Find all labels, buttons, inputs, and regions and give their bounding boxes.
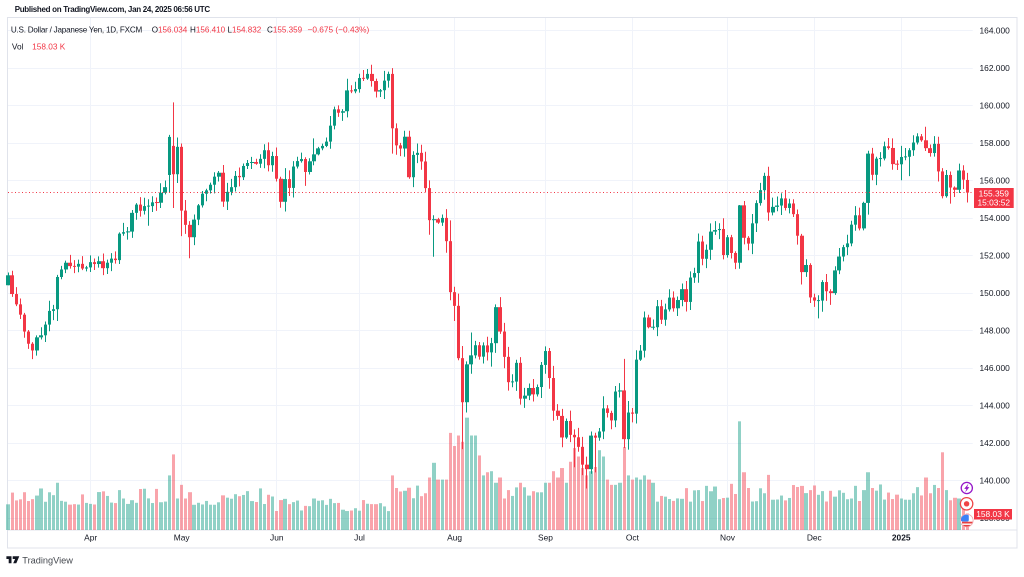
svg-text:15:03:52: 15:03:52 — [977, 198, 1010, 208]
svg-text:L154.832: L154.832 — [228, 25, 262, 34]
svg-text:H156.410: H156.410 — [190, 25, 226, 34]
svg-text:164.000: 164.000 — [980, 26, 1011, 36]
svg-text:U.S. Dollar / Japanese Yen, 1D: U.S. Dollar / Japanese Yen, 1D, FXCM — [11, 25, 143, 34]
svg-text:142.000: 142.000 — [980, 438, 1011, 448]
svg-text:Nov: Nov — [720, 533, 736, 543]
svg-text:2025: 2025 — [892, 533, 911, 543]
svg-text:162.000: 162.000 — [980, 63, 1011, 73]
svg-text:150.000: 150.000 — [980, 288, 1011, 298]
svg-text:160.000: 160.000 — [980, 101, 1011, 111]
svg-text:144.000: 144.000 — [980, 401, 1011, 411]
svg-text:Jul: Jul — [354, 533, 365, 543]
svg-text:158.03 K: 158.03 K — [32, 42, 66, 52]
svg-text:Published on TradingView.com,: Published on TradingView.com, Jan 24, 20… — [15, 5, 211, 14]
svg-text:Apr: Apr — [84, 533, 97, 543]
svg-text:O156.034: O156.034 — [152, 25, 188, 34]
svg-text:146.000: 146.000 — [980, 363, 1011, 373]
svg-text:Oct: Oct — [626, 533, 640, 543]
svg-text:−0.675 (−0.43%): −0.675 (−0.43%) — [308, 24, 370, 34]
svg-text:May: May — [174, 533, 191, 543]
svg-text:154.000: 154.000 — [980, 213, 1011, 223]
svg-text:Jun: Jun — [270, 533, 284, 543]
svg-text:140.000: 140.000 — [980, 476, 1011, 486]
svg-text:TradingView: TradingView — [22, 555, 73, 565]
svg-text:156.000: 156.000 — [980, 176, 1011, 186]
svg-text:148.000: 148.000 — [980, 326, 1011, 336]
svg-text:Sep: Sep — [538, 533, 553, 543]
svg-text:152.000: 152.000 — [980, 251, 1011, 261]
svg-text:Aug: Aug — [447, 533, 462, 543]
svg-text:158.03 K: 158.03 K — [976, 509, 1010, 519]
svg-text:155.359: 155.359 — [979, 188, 1010, 198]
svg-text:C155.359: C155.359 — [267, 25, 303, 34]
svg-text:158.000: 158.000 — [980, 138, 1011, 148]
svg-text:Vol: Vol — [12, 42, 24, 52]
svg-text:Dec: Dec — [807, 533, 822, 543]
